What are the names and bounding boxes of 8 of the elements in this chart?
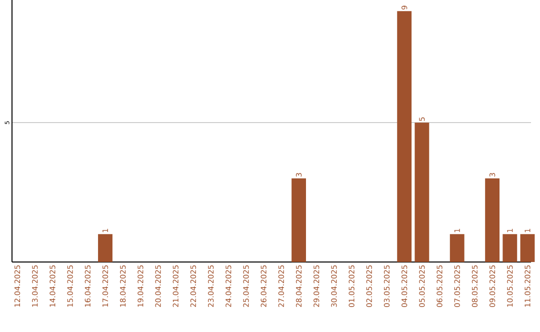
bar [397, 11, 412, 262]
bar [450, 234, 464, 262]
bar [98, 234, 112, 262]
bar [414, 122, 430, 262]
bar [520, 234, 535, 262]
bar [292, 178, 306, 262]
bar [502, 234, 518, 262]
bar [485, 178, 500, 262]
